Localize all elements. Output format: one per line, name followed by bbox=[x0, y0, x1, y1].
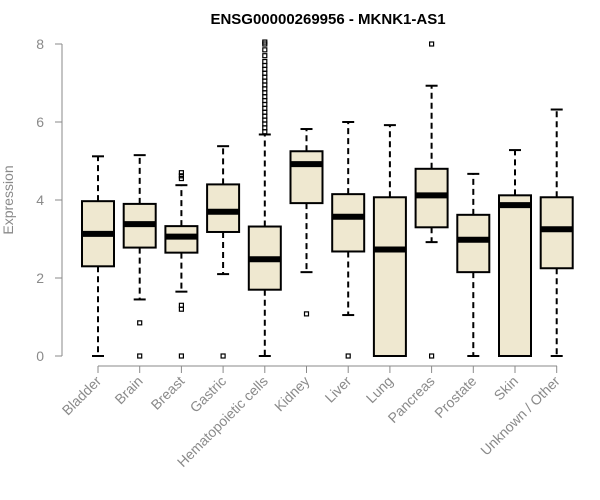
box-kidney bbox=[289, 128, 324, 317]
outlier-point bbox=[262, 53, 268, 59]
outlier-point bbox=[137, 320, 143, 326]
outlier-point bbox=[262, 39, 268, 45]
iqr-box bbox=[331, 193, 366, 253]
y-axis-ticks: 0 2 4 6 8 bbox=[36, 36, 62, 364]
box-unknown-other bbox=[539, 108, 574, 357]
box-prostate bbox=[456, 172, 491, 357]
y-tick-label: 6 bbox=[36, 114, 44, 130]
box-skin bbox=[498, 149, 532, 357]
box-gastric bbox=[206, 145, 241, 359]
x-tick-label: Liver bbox=[322, 373, 355, 406]
outlier-point bbox=[178, 173, 184, 179]
outlier-point bbox=[178, 175, 184, 182]
box-pancreas bbox=[414, 41, 449, 359]
chart-title: ENSG00000269956 - MKNK1-AS1 bbox=[210, 11, 445, 28]
outlier-point bbox=[345, 353, 351, 359]
y-tick-label: 8 bbox=[36, 36, 44, 52]
x-tick-label: Prostate bbox=[431, 373, 479, 421]
x-tick-label: Brain bbox=[111, 373, 145, 407]
outlier-point bbox=[178, 170, 184, 176]
outlier-point bbox=[262, 58, 268, 65]
outlier-point bbox=[137, 353, 143, 359]
box-breast bbox=[164, 170, 199, 359]
iqr-box bbox=[289, 150, 324, 205]
x-tick-label: Lung bbox=[363, 373, 396, 406]
x-tick-label: Skin bbox=[491, 373, 522, 404]
outlier-point bbox=[178, 306, 184, 312]
box-brain bbox=[122, 154, 157, 359]
iqr-box bbox=[456, 213, 491, 274]
box-lung bbox=[372, 124, 407, 357]
y-tick-label: 4 bbox=[36, 192, 44, 208]
iqr-box bbox=[498, 194, 532, 357]
y-axis-label: Expression bbox=[0, 165, 16, 234]
outlier-point bbox=[262, 47, 268, 53]
x-tick-label: Breast bbox=[148, 373, 188, 413]
x-tick-label: Unknown / Other bbox=[477, 373, 563, 459]
outlier-point bbox=[178, 353, 184, 359]
y-tick-label: 2 bbox=[36, 270, 44, 286]
iqr-box bbox=[206, 183, 241, 233]
box-hematopoietic-cells bbox=[247, 39, 282, 357]
outlier-point bbox=[429, 353, 435, 359]
x-tick-label: Bladder bbox=[59, 373, 105, 419]
outlier-point bbox=[220, 353, 226, 359]
y-tick-label: 0 bbox=[36, 348, 44, 364]
iqr-box bbox=[372, 196, 407, 357]
iqr-box bbox=[539, 196, 574, 270]
outlier-point bbox=[429, 41, 435, 47]
box-liver bbox=[331, 121, 366, 359]
box-bladder bbox=[81, 155, 115, 357]
x-tick-label: Kidney bbox=[271, 373, 313, 415]
boxes-group bbox=[81, 39, 574, 359]
outlier-point bbox=[303, 311, 310, 317]
